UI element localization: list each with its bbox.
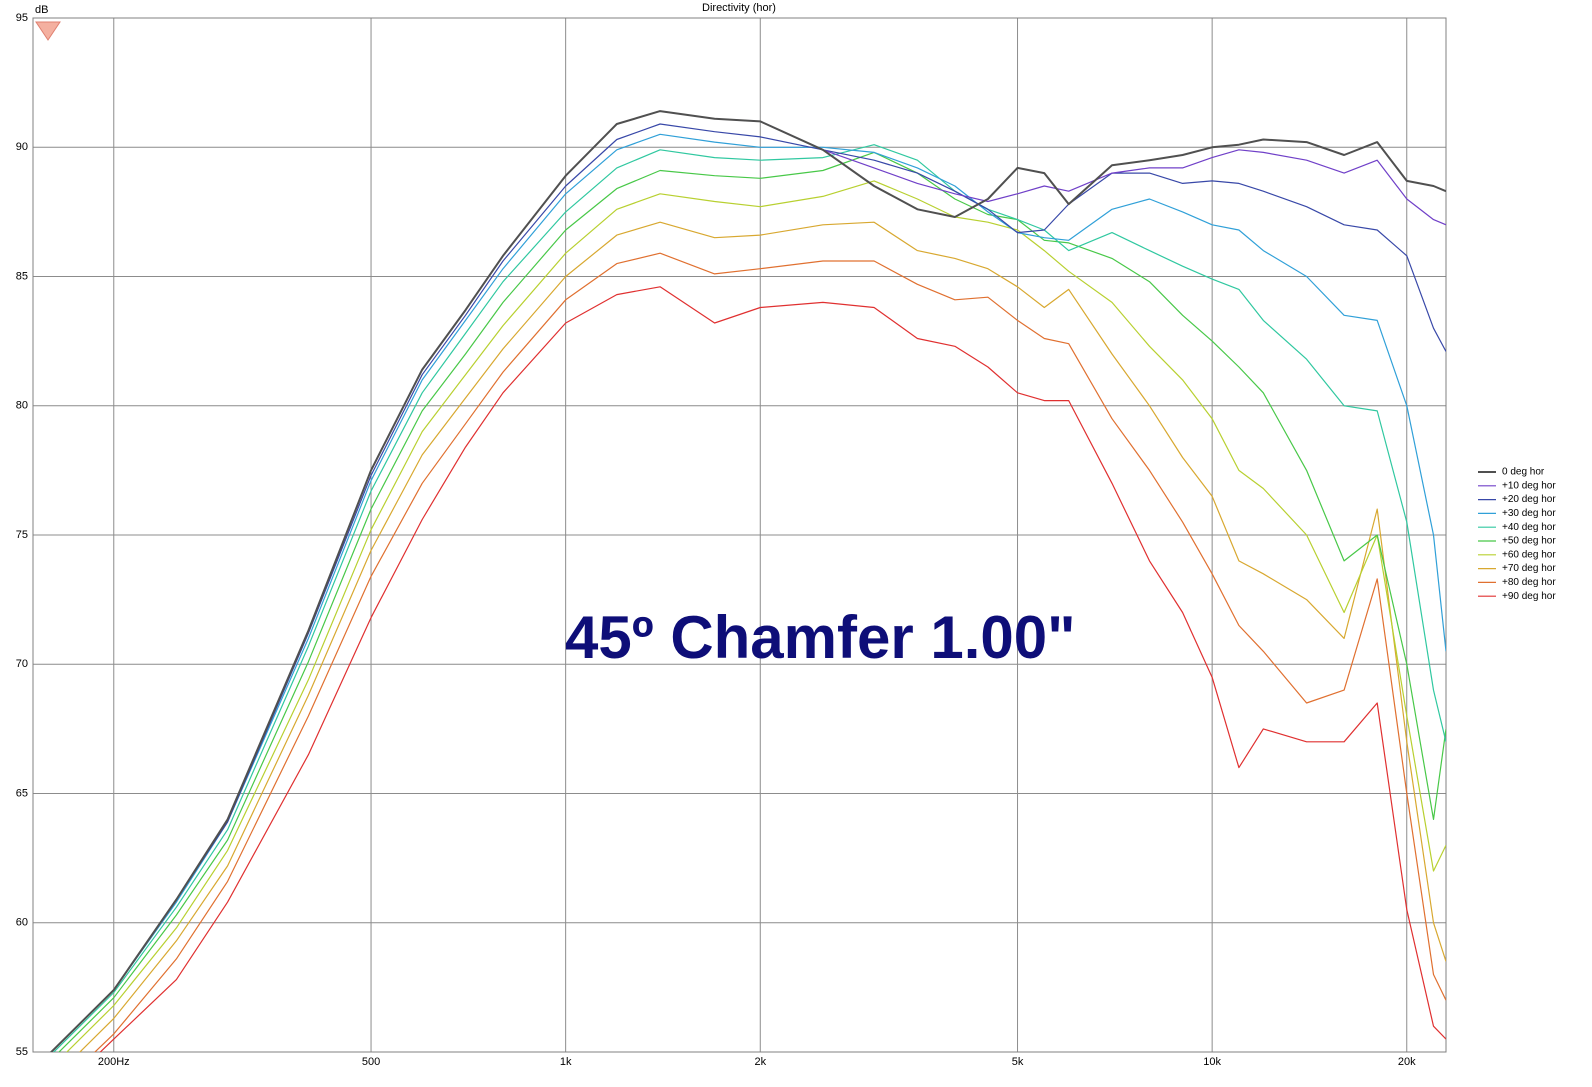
x-tick-label: 2k — [754, 1056, 766, 1068]
series-line — [99, 286, 1446, 1052]
series-line — [66, 180, 1446, 1052]
y-tick-label: 70 — [16, 658, 28, 670]
series-line — [53, 144, 1446, 1052]
x-tick-label: 500 — [362, 1056, 380, 1068]
series-line — [94, 252, 1446, 1052]
y-tick-label: 90 — [16, 141, 28, 153]
y-tick-label: 80 — [16, 400, 28, 412]
y-tick-label: 65 — [16, 787, 28, 799]
chart-title: Directivity (hor) — [702, 2, 776, 14]
x-tick-label: 1k — [560, 1056, 572, 1068]
legend-label: +60 deg hor — [1502, 549, 1556, 560]
series-line — [49, 110, 1446, 1052]
y-tick-label: 60 — [16, 917, 28, 929]
y-axis-label: dB — [35, 4, 48, 16]
legend-label: +30 deg hor — [1502, 508, 1556, 519]
legend-label: +50 deg hor — [1502, 536, 1556, 547]
legend-label: +10 deg hor — [1502, 480, 1556, 491]
series-line — [79, 221, 1446, 1052]
logo — [35, 21, 61, 41]
legend-label: +40 deg hor — [1502, 522, 1556, 533]
legend-label: +90 deg hor — [1502, 591, 1556, 602]
series-line — [50, 133, 1446, 1052]
y-tick-label: 75 — [16, 529, 28, 541]
legend-label: +80 deg hor — [1502, 577, 1556, 588]
legend-label: +20 deg hor — [1502, 494, 1556, 505]
plot-area — [49, 110, 1446, 1052]
x-tick-label: 5k — [1012, 1056, 1024, 1068]
plot-border — [32, 17, 1447, 1053]
x-tick-label: 10k — [1203, 1056, 1221, 1068]
series-line — [58, 151, 1446, 1052]
series-line — [50, 123, 1446, 1052]
annotation: 45º Chamfer 1.00" — [565, 604, 1076, 671]
y-tick-label: 55 — [16, 1046, 28, 1058]
x-tick-label: 200Hz — [98, 1056, 130, 1068]
y-tick-label: 85 — [16, 270, 28, 282]
legend-label: 0 deg hor — [1502, 467, 1545, 478]
legend-label: +70 deg hor — [1502, 563, 1556, 574]
y-tick-label: 95 — [16, 12, 28, 24]
x-tick-label: 20k — [1398, 1056, 1416, 1068]
